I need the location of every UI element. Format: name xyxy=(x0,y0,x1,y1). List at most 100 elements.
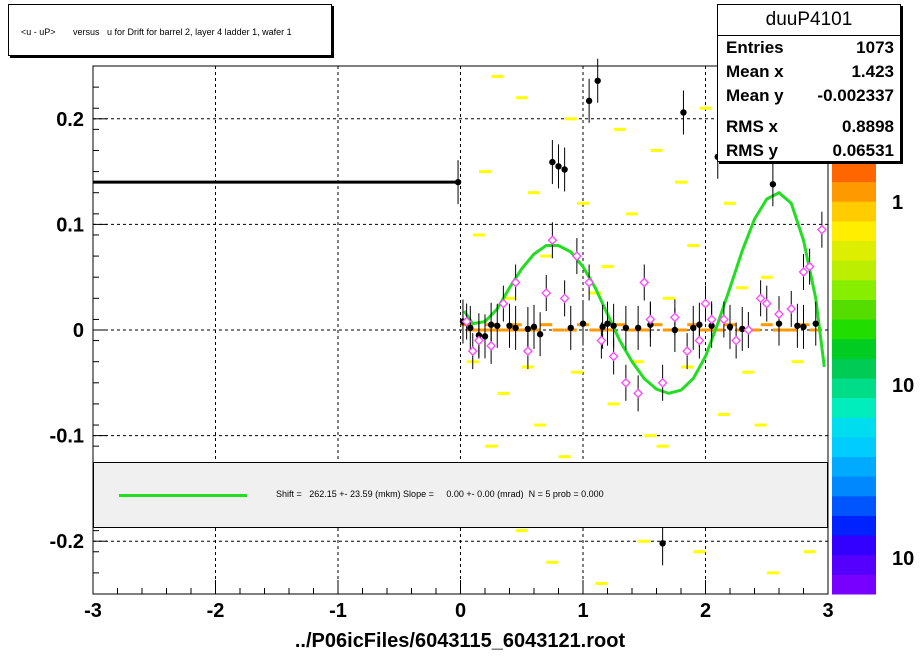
histogram-cell xyxy=(736,286,749,290)
x-tick-labels: -3 -2 -1 0 1 2 3 xyxy=(84,600,833,622)
palette-cell xyxy=(832,319,876,340)
palette-cell xyxy=(832,554,876,575)
histogram-cell xyxy=(515,96,528,100)
y-tick-labels: 0.2 0.1 0 -0.1 -0.2 xyxy=(50,109,84,553)
palette-cell xyxy=(832,495,876,516)
histogram-cell xyxy=(724,201,736,205)
x-tick-label: 3 xyxy=(822,600,833,622)
palette-cell xyxy=(832,181,876,202)
data-point xyxy=(512,324,519,332)
fit-curve xyxy=(462,190,826,395)
histogram-cell xyxy=(675,328,687,332)
data-point xyxy=(473,335,484,346)
data-point xyxy=(547,235,558,246)
histogram-cell xyxy=(497,391,510,395)
stats-label: Mean x xyxy=(726,62,784,81)
x-tick-label: -2 xyxy=(207,600,225,622)
data-point xyxy=(454,178,462,186)
data-point xyxy=(812,320,819,327)
histogram-cell xyxy=(577,201,589,205)
histogram-cell xyxy=(644,434,657,438)
histogram-cell xyxy=(552,328,565,332)
data-point xyxy=(633,388,644,399)
data-point xyxy=(769,181,777,188)
histogram-cell xyxy=(687,244,700,248)
data-point xyxy=(549,158,556,166)
data-point xyxy=(555,163,562,170)
histogram-cell xyxy=(754,423,767,427)
palette-cell xyxy=(832,162,876,183)
data-point xyxy=(486,340,497,351)
palette-label: 1 xyxy=(892,192,903,214)
data-point xyxy=(498,298,509,309)
stats-value: 1073 xyxy=(856,38,894,57)
palette-cell xyxy=(832,417,876,438)
x-tick-label: -1 xyxy=(329,600,347,622)
data-point xyxy=(530,323,538,331)
data-point xyxy=(524,325,532,333)
palette-cell xyxy=(832,436,876,458)
palette-cell xyxy=(832,299,876,320)
data-point xyxy=(610,322,617,329)
data-point xyxy=(694,335,705,346)
histogram-cell xyxy=(650,148,663,152)
data-point xyxy=(680,109,687,116)
histogram-cell xyxy=(491,75,504,79)
data-point xyxy=(700,298,711,309)
palette-label: 10 xyxy=(892,375,914,397)
axes xyxy=(92,65,829,595)
palette-cell xyxy=(832,358,876,379)
histogram-cell xyxy=(638,328,651,332)
histogram-cell xyxy=(564,117,577,121)
data-point xyxy=(669,312,680,323)
color-palette xyxy=(832,162,876,595)
palette-cell xyxy=(832,201,876,222)
data-point xyxy=(487,321,495,328)
histogram-cell xyxy=(540,254,553,258)
histogram-cell xyxy=(570,370,583,374)
stats-box: duuP4101 Entries 1073 Mean x 1.423 Mean … xyxy=(717,4,901,162)
y-tick-label: 0 xyxy=(73,320,84,342)
palette-cell xyxy=(832,574,876,595)
histogram-cell xyxy=(613,323,626,327)
y-tick-label: 0.2 xyxy=(56,109,84,131)
data-point xyxy=(579,320,587,327)
histogram-cell xyxy=(546,560,559,564)
palette-label: 10 xyxy=(892,548,914,570)
data-point xyxy=(786,303,797,314)
data-point xyxy=(731,335,742,346)
palette-cell xyxy=(832,456,876,477)
y-tick-label: -0.2 xyxy=(50,531,84,553)
data-point xyxy=(816,224,827,235)
palette-cell xyxy=(832,378,876,399)
data-point xyxy=(522,346,533,357)
data-point xyxy=(645,314,656,325)
histogram-cell xyxy=(589,328,602,332)
stats-value: 0.8898 xyxy=(842,117,894,136)
histogram-cell xyxy=(601,265,614,269)
data-point xyxy=(585,97,593,105)
stats-name: duuP4101 xyxy=(765,9,853,30)
histogram-cell xyxy=(711,328,724,332)
histogram-cell xyxy=(717,412,730,416)
histogram-cell xyxy=(699,328,712,332)
x-tick-label: 1 xyxy=(577,600,588,622)
histogram-cell xyxy=(613,127,626,131)
histogram-cell xyxy=(515,529,528,533)
histogram-cell xyxy=(785,328,798,332)
histogram-cell xyxy=(485,444,498,448)
palette-cell xyxy=(832,397,876,418)
data-point xyxy=(467,346,478,357)
histogram-cell xyxy=(791,360,804,364)
data-point xyxy=(620,377,631,388)
palette-cell xyxy=(832,535,876,556)
data-point xyxy=(774,309,784,320)
data-point xyxy=(494,322,501,329)
y-tick-label: 0.1 xyxy=(56,214,84,236)
histogram-cell xyxy=(626,328,638,332)
data-point xyxy=(467,324,474,332)
data-point xyxy=(596,335,607,346)
stats-label: RMS x xyxy=(726,117,778,136)
data-point xyxy=(622,324,630,332)
data-point xyxy=(657,377,668,388)
